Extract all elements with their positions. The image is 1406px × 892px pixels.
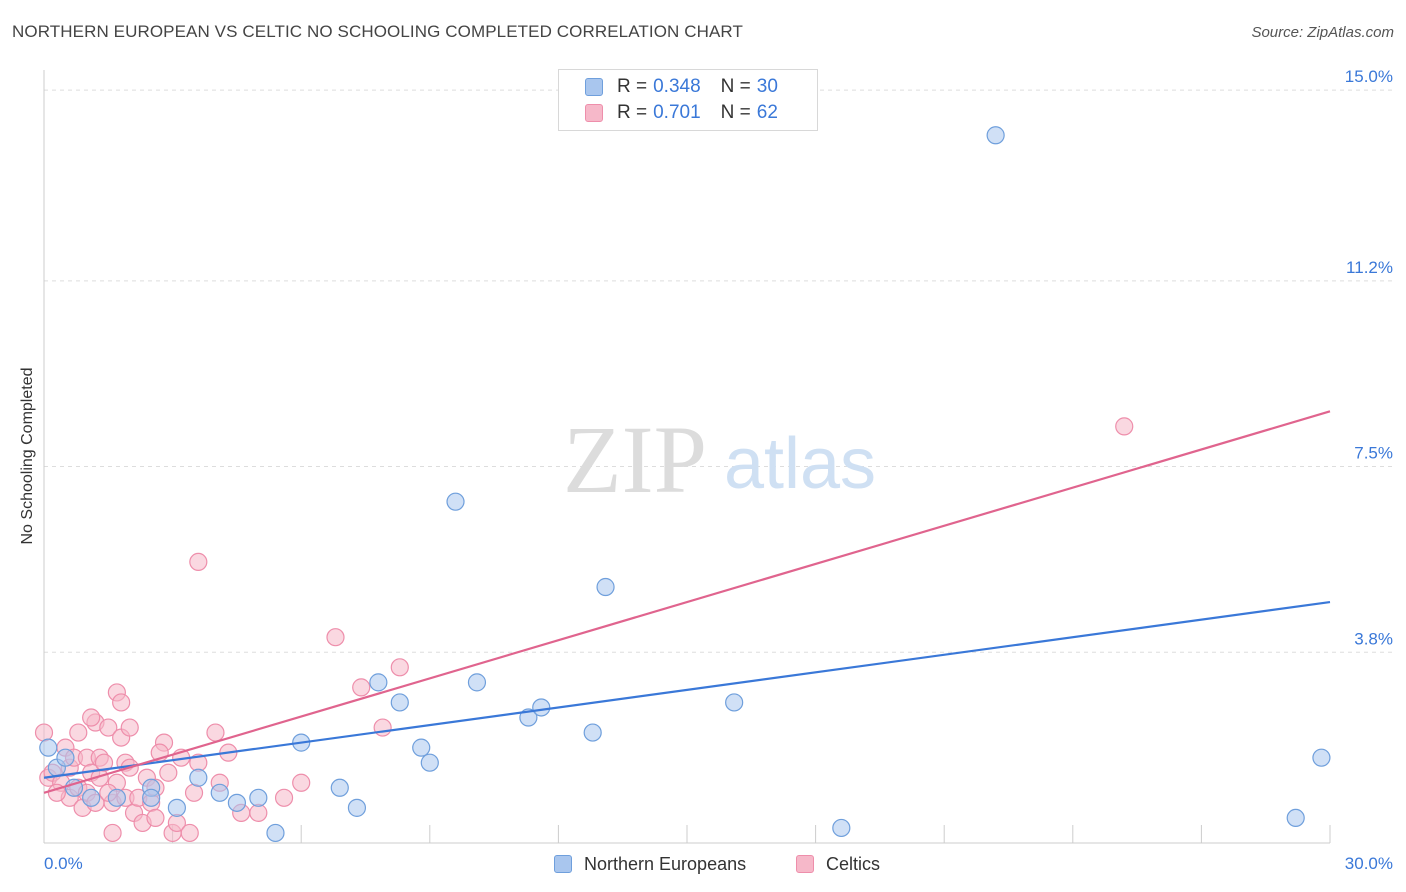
northern-european-point [412, 738, 431, 757]
watermark-atlas: atlas [724, 424, 876, 504]
northern-european-point [330, 778, 349, 797]
northern-european-point [532, 698, 551, 717]
bottom-legend-label: Celtics [826, 853, 881, 874]
northern-european-trendline [43, 600, 1331, 779]
legend-r-label: R = [617, 76, 648, 97]
northern-european-point [249, 788, 268, 807]
celtic-point [206, 723, 225, 742]
bottom-legend-swatch-pink [796, 855, 814, 873]
northern-european-point [1312, 748, 1331, 767]
northern-european-point [56, 748, 75, 767]
legend-row-northern-europeans: R = 0.348 N = 30 [585, 75, 778, 99]
northern-european-point [347, 798, 367, 817]
celtic-point [180, 823, 199, 843]
legend-n-value: 30 [756, 76, 778, 97]
celtic-point [373, 718, 392, 737]
northern-european-point [1286, 808, 1305, 828]
bottom-legend-swatch-blue [554, 855, 572, 873]
northern-european-point [832, 818, 851, 838]
celtic-point [94, 753, 114, 772]
northern-european-point [467, 673, 487, 692]
northern-european-point [107, 788, 126, 807]
celtic-point [34, 723, 54, 742]
legend-r-label: R = [617, 102, 648, 123]
legend: R = 0.348 N = 30 R = 0.701 N = 62 [558, 69, 818, 131]
celtic-point [184, 783, 204, 802]
y-tick-label: 3.8% [1354, 629, 1393, 648]
celtic-point [274, 788, 294, 807]
tick-label-layer: 3.8% 7.5% 11.2% 15.0% 0.0% 30.0% [44, 67, 1393, 873]
northern-european-point [189, 768, 208, 787]
legend-r-value: 0.701 [653, 102, 701, 123]
celtic-point [189, 552, 208, 572]
legend-row-celtics: R = 0.701 N = 62 [585, 101, 778, 125]
celtic-point [103, 823, 122, 843]
celtic-point [292, 773, 311, 792]
legend-n-label: N = [720, 102, 751, 123]
chart-title: NORTHERN EUROPEAN VS CELTIC NO SCHOOLING… [12, 22, 743, 41]
legend-n-label: N = [720, 76, 751, 97]
celtic-trendline [43, 410, 1331, 794]
bottom-legend-celtics: Celtics [796, 852, 880, 876]
celtic-point [120, 718, 139, 737]
x-tick-label: 30.0% [1345, 854, 1393, 873]
y-tick-label: 11.2% [1346, 258, 1393, 277]
trend-layer [43, 410, 1331, 794]
northern-european-point [82, 788, 101, 807]
celtic-point [249, 803, 268, 822]
points-layer [34, 126, 1331, 843]
grid-layer [44, 89, 1392, 653]
celtic-point [69, 723, 88, 742]
northern-european-point [986, 126, 1005, 145]
northern-european-point [446, 492, 465, 511]
celtic-point [159, 763, 178, 782]
northern-european-point [596, 577, 615, 597]
y-tick-label: 7.5% [1354, 444, 1393, 463]
celtic-point [112, 693, 131, 712]
northern-european-point [369, 673, 388, 692]
watermark-zip: ZIP [563, 406, 707, 513]
bottom-legend-northern-europeans: Northern Europeans [554, 852, 746, 876]
northern-european-point [420, 753, 439, 772]
celtic-point [326, 628, 345, 647]
celtic-point [99, 718, 118, 737]
northern-european-point [725, 693, 744, 712]
legend-swatch-blue [585, 78, 603, 96]
celtic-point [146, 808, 165, 828]
northern-european-point [390, 693, 409, 712]
northern-european-point [227, 793, 246, 812]
northern-european-point [583, 723, 602, 742]
northern-european-point [266, 823, 285, 843]
source-label: Source: ZipAtlas.com [1251, 24, 1394, 41]
celtic-point [82, 708, 101, 727]
bottom-legend-label: Northern Europeans [584, 853, 747, 874]
celtic-point [390, 658, 409, 677]
northern-european-point [39, 738, 58, 757]
celtic-point [1115, 417, 1134, 436]
northern-european-point [142, 788, 161, 807]
x-tick-label: 0.0% [44, 854, 83, 873]
legend-n-value: 62 [756, 102, 778, 123]
celtic-point [352, 678, 371, 697]
legend-r-value: 0.348 [653, 76, 701, 97]
northern-european-point [167, 798, 186, 817]
northern-european-point [210, 783, 229, 802]
legend-swatch-pink [585, 104, 603, 122]
y-tick-label: 15.0% [1345, 67, 1393, 86]
